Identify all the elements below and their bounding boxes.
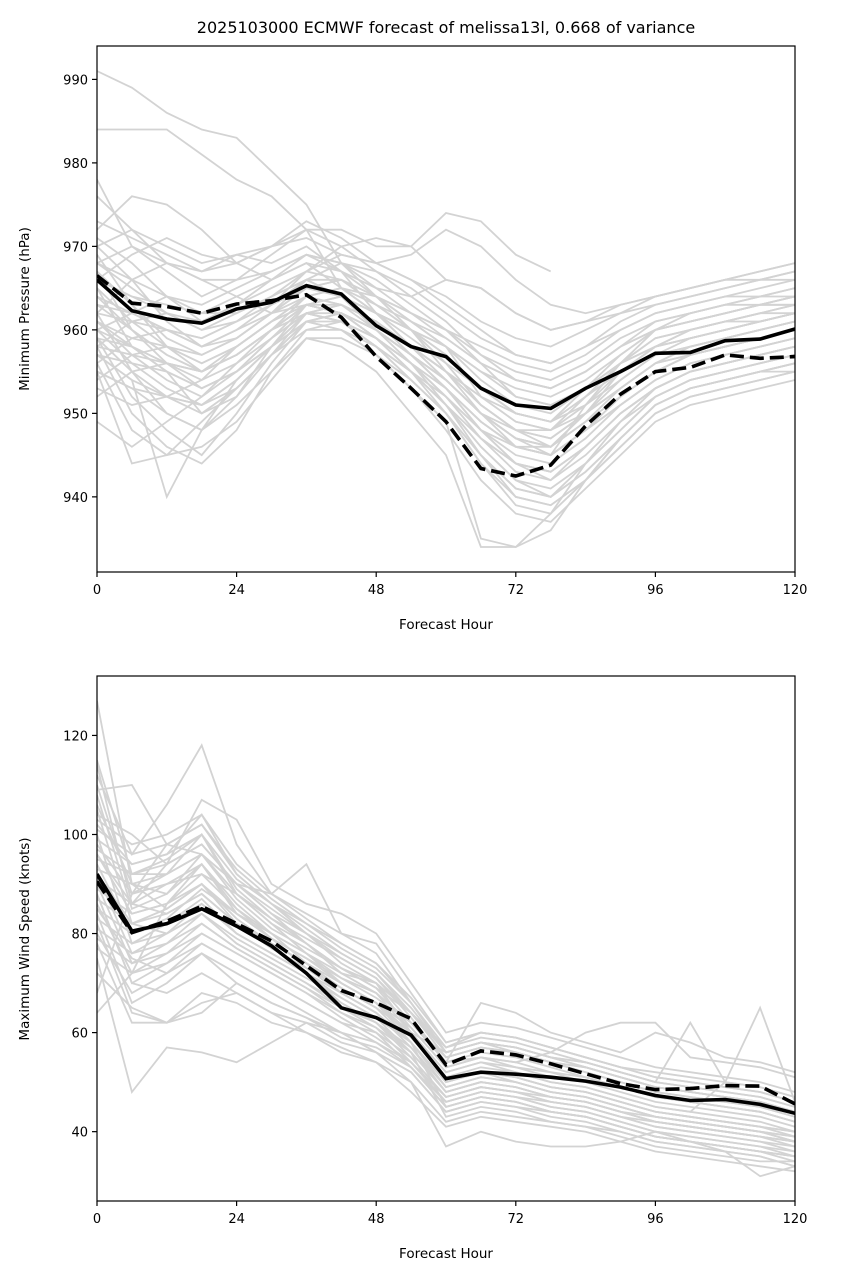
pressure-plot-area	[97, 70, 795, 548]
wind-axes: Maximum Wind Speed (knots) Forecast Hour…	[17, 675, 808, 1262]
wind-ensemble-member-line	[97, 873, 795, 1163]
pressure-ensemble-member-line	[97, 312, 795, 482]
pressure-x-tick-label: 24	[228, 583, 245, 598]
wind-y-axis-label: Maximum Wind Speed (knots)	[17, 837, 33, 1040]
pressure-x-tick-label: 120	[783, 583, 808, 598]
pressure-ensemble-member-line	[97, 212, 552, 273]
wind-ensemble-member-line	[97, 798, 795, 1093]
wind-dashed-line	[97, 880, 795, 1106]
wind-plot-area	[97, 700, 795, 1178]
pressure-ensemble-member-line	[97, 320, 795, 457]
wind-x-tick-label: 0	[93, 1212, 101, 1227]
wind-x-tick-label: 120	[783, 1212, 808, 1227]
wind-x-tick-label: 96	[647, 1212, 664, 1227]
pressure-y-tick-label: 940	[63, 491, 88, 506]
wind-ensemble-member-line	[97, 923, 795, 1168]
pressure-y-tick-label: 980	[63, 157, 88, 172]
wind-solid-line	[97, 873, 795, 1116]
pressure-ensemble-member-line	[97, 253, 795, 390]
wind-y-tick-label: 80	[71, 928, 88, 943]
wind-x-tick-label: 72	[508, 1212, 525, 1227]
wind-ensemble-member-line	[97, 813, 795, 1103]
pressure-axes: Minimum Pressure (hPa) Forecast Hour 0 24…	[17, 45, 808, 633]
wind-axes-frame	[96, 675, 796, 1202]
pressure-ensemble-member-line	[97, 253, 795, 365]
pressure-ensemble-member-line	[97, 337, 795, 507]
wind-ensemble-member-line	[97, 908, 795, 1178]
pressure-x-tick-label: 48	[368, 583, 385, 598]
pressure-y-tick-label: 960	[63, 324, 88, 339]
wind-x-tick-label: 48	[368, 1212, 385, 1227]
wind-y-tick-label: 100	[63, 828, 88, 843]
pressure-y-tick-label: 950	[63, 407, 88, 422]
wind-ensemble-member-line	[97, 843, 795, 1118]
wind-x-tick-label: 24	[228, 1212, 245, 1227]
pressure-ensemble-member-line	[97, 278, 795, 381]
pressure-y-axis-label: Minimum Pressure (hPa)	[17, 227, 33, 391]
wind-x-axis-label: Forecast Hour	[399, 1246, 493, 1262]
wind-ensemble-member-line	[97, 922, 795, 1148]
pressure-y-tick-label: 990	[63, 73, 88, 88]
chart-title: 2025103000 ECMWF forecast of melissa13l,…	[197, 18, 695, 37]
wind-ensemble-member-line	[97, 852, 795, 1079]
wind-ensemble-member-line	[97, 853, 795, 1158]
pressure-axes-frame	[96, 45, 796, 573]
pressure-x-tick-label: 0	[93, 583, 101, 598]
wind-ensemble-member-line	[97, 932, 795, 1153]
wind-y-tick-label: 60	[71, 1027, 88, 1042]
pressure-ensemble-member-line	[97, 329, 795, 498]
wind-ensemble-member-line	[97, 823, 795, 1108]
pressure-y-tick-label: 970	[63, 240, 88, 255]
pressure-ensemble-member-line	[97, 253, 795, 331]
wind-ensemble-member-line	[97, 893, 795, 1173]
pressure-solid-line	[97, 278, 795, 411]
pressure-x-axis-label: Forecast Hour	[399, 617, 493, 633]
pressure-dashed-line	[97, 274, 795, 478]
wind-ensemble-member-line	[97, 912, 795, 1143]
wind-y-tick-label: 120	[63, 729, 88, 744]
pressure-x-tick-label: 72	[508, 583, 525, 598]
wind-y-tick-label: 40	[71, 1126, 88, 1141]
pressure-ensemble-member-line	[97, 228, 795, 315]
pressure-x-tick-label: 96	[647, 583, 664, 598]
